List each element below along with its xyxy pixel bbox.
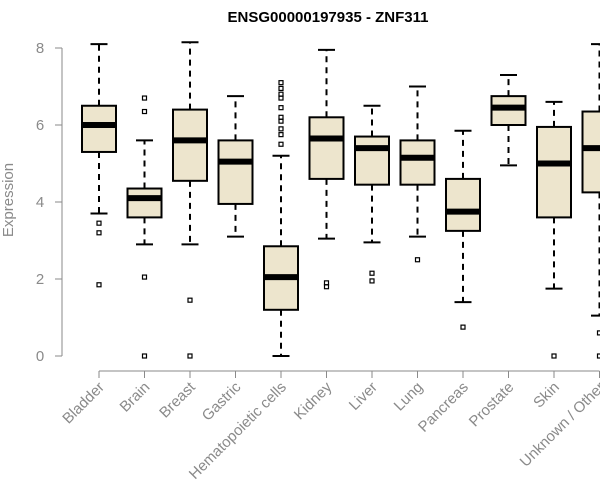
outlier-point [414,257,421,263]
iqr-box [536,125,572,219]
iqr-box [126,187,163,219]
x-tick-label: Brain [117,379,154,416]
outlier-point [278,126,284,132]
y-axis: 0 2 4 6 8 [36,40,63,365]
iqr-box [308,116,345,180]
outlier-point [369,278,375,284]
boxes-group [81,41,600,359]
box-0 [81,43,117,288]
outlier-point [278,105,284,111]
outlier-point [96,282,102,288]
chart-title: ENSG00000197935 - ZNF311 [228,9,429,26]
outlier-point [551,353,557,359]
outlier-point [278,114,284,120]
box-6 [354,104,390,284]
y-axis-label: Expression [0,163,17,237]
outlier-point [141,108,148,115]
outlier-point [141,274,148,280]
iqr-box [399,139,436,186]
x-tick-label: Bladder [59,379,108,428]
outlier-point [278,80,284,86]
outlier-point [323,280,330,286]
box-2 [172,41,208,359]
x-tick-label: Skin [530,379,563,412]
x-tick-label: Lung [391,379,427,415]
iqr-box [81,104,117,153]
outlier-point [278,132,284,138]
box-7 [399,85,436,263]
y-tick-label: 6 [36,117,44,134]
iqr-box [354,135,390,186]
x-tick-label: Liver [346,379,381,414]
iqr-box [581,110,600,194]
outlier-point [278,91,284,97]
outlier-point [96,230,102,236]
y-tick-label: 4 [36,194,44,211]
box-1 [126,95,163,359]
outlier-point [96,220,102,226]
box-3 [217,95,254,238]
x-tick-label: Prostate [466,379,518,431]
outlier-point [187,297,193,303]
iqr-box [445,177,481,232]
box-4 [263,80,299,357]
x-tick-label: Kidney [291,378,336,423]
y-tick-label: 2 [36,271,44,288]
box-10 [536,100,572,359]
box-5 [308,48,345,290]
x-tick-label: Breast [156,378,199,421]
outlier-point [278,85,284,92]
box-8 [445,129,481,330]
outlier-point [278,141,284,147]
box-11 [581,43,600,359]
outlier-point [141,353,148,359]
outlier-point [369,270,375,276]
outlier-point [187,353,193,359]
iqr-box [172,108,208,182]
iqr-box [217,139,254,205]
outlier-point [141,95,148,101]
y-tick-label: 8 [36,40,44,57]
y-tick-label: 0 [36,348,44,365]
box-9 [490,73,527,167]
x-tick-label: Pancreas [415,379,472,436]
outlier-point [460,324,466,330]
